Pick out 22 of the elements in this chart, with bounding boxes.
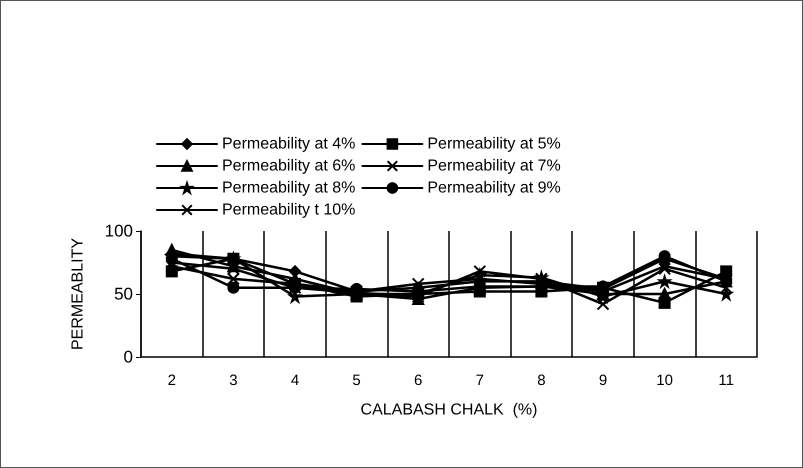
x-tick-label: 7: [476, 372, 484, 389]
x-tick-label: 4: [290, 372, 300, 389]
y-axis-title: PERMEABLITY: [70, 238, 86, 350]
legend-label: Permeability at 7%: [427, 158, 561, 174]
x-tick-label: 10: [656, 372, 673, 389]
legend-label: Permeability t 10%: [222, 202, 356, 218]
legend-label: Permeability at 4%: [222, 136, 356, 152]
x-tick-label: 5: [352, 372, 361, 389]
y-tick-label: 100: [104, 222, 133, 240]
x-tick-label: 9: [598, 372, 608, 389]
legend-label: Permeability at 8%: [222, 180, 356, 196]
x-tick-label: 6: [414, 372, 422, 389]
legend-label: Permeability at 6%: [222, 158, 356, 174]
x-tick-label: 11: [718, 372, 734, 389]
x-tick-label: 3: [229, 372, 238, 389]
y-tick-label: 50: [114, 284, 133, 304]
y-tick-label: 0: [124, 348, 133, 366]
legend-label: Permeability at 5%: [427, 136, 561, 152]
x-tick-label: 8: [537, 372, 546, 389]
legend-label: Permeability at 9%: [427, 180, 561, 196]
x-tick-label: 2: [168, 372, 176, 389]
x-axis-title: CALABASH CHALK (%): [360, 402, 538, 418]
